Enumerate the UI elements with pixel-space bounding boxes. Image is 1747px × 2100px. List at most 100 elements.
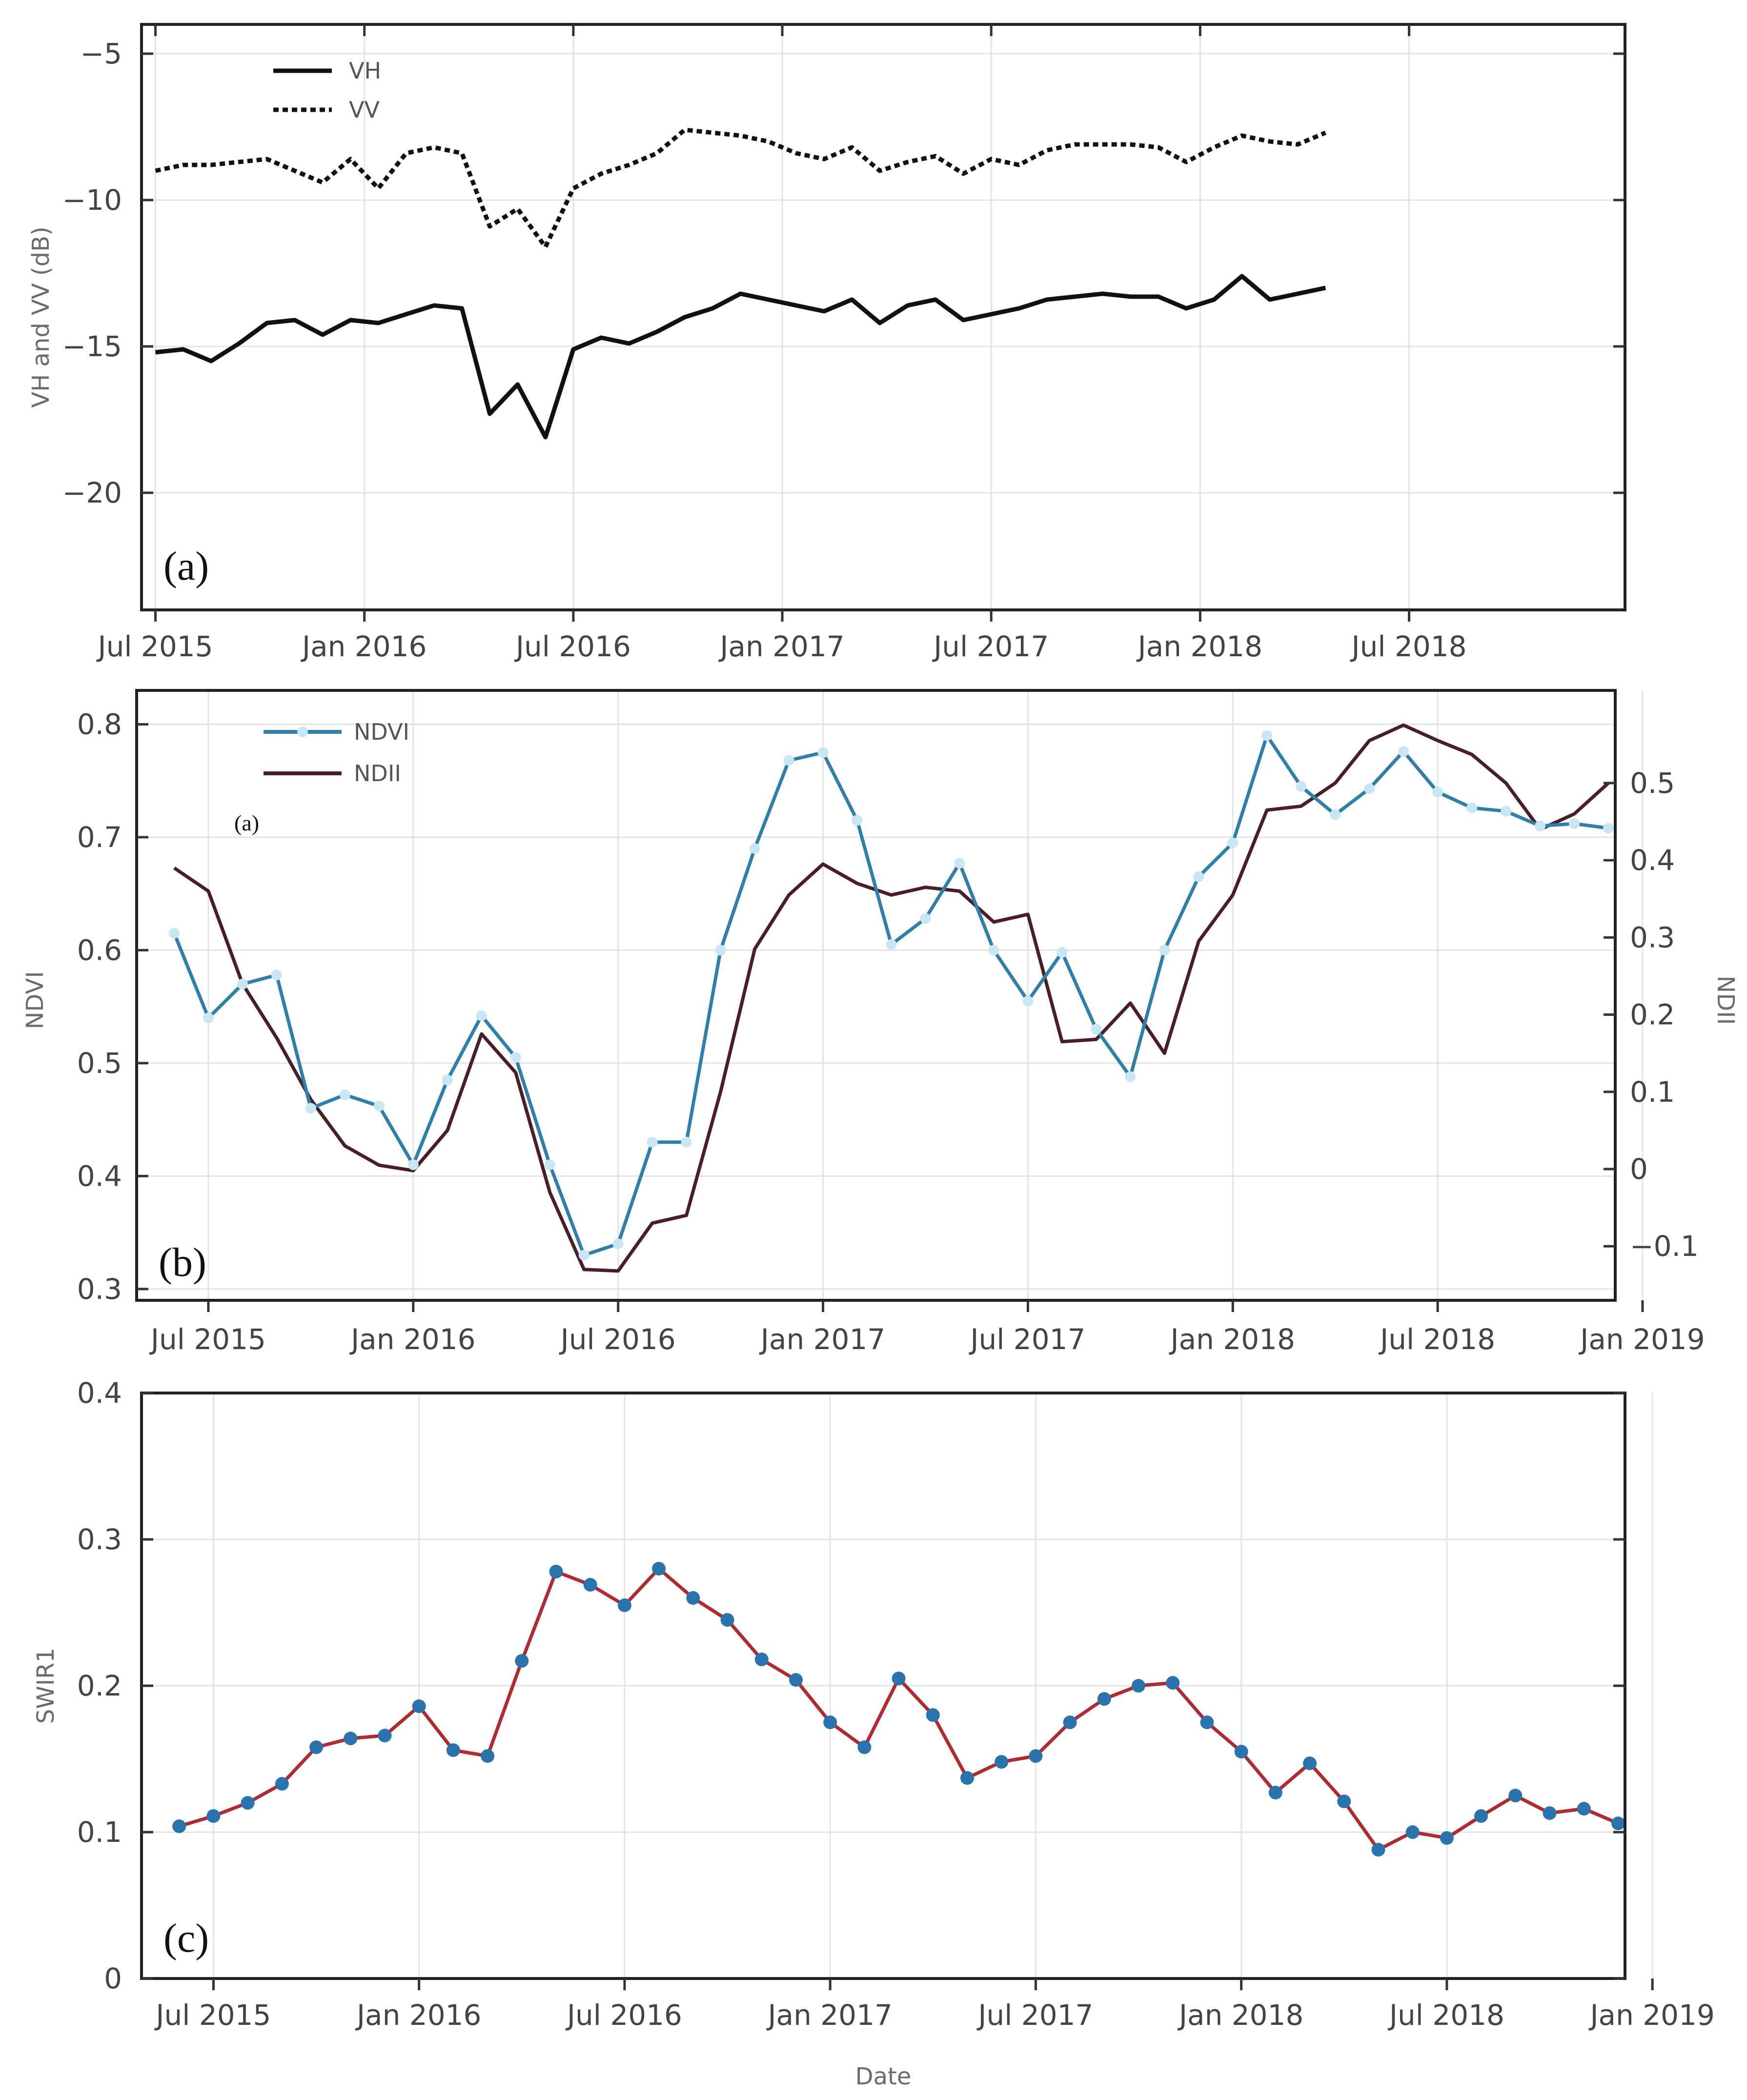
- ndvi-point: [169, 928, 180, 939]
- ndvi-point: [544, 1159, 555, 1171]
- panel-b-ytick-label: 0.7: [77, 821, 122, 854]
- panel-b-ytick-label: 0.6: [77, 933, 122, 967]
- panel-b-ticks: 0.3 0.4 0.5 0.6 0.7 0.8 −0.1 0 0.1 0.2 0.3 0.4 0.5 Ju…: [77, 707, 1705, 1356]
- panel-b-xtick-label: Jan 2016: [349, 1323, 475, 1356]
- series-ndvi-line: [172, 734, 1609, 1257]
- panel-b-y2tick-label: 0.3: [1630, 921, 1675, 954]
- swir1-point: [1303, 1757, 1317, 1770]
- swir1-point: [892, 1672, 906, 1685]
- panel-c-ytick-label: 0: [104, 1962, 122, 1995]
- panel-a-ylabel: VH and VV (dB): [27, 226, 55, 408]
- swir1-point: [1029, 1749, 1043, 1763]
- panel-b-ytick-label: 0.3: [77, 1272, 122, 1306]
- ndvi-point: [852, 815, 863, 826]
- swir1-point: [1063, 1716, 1077, 1729]
- panel-b-series: [169, 723, 1614, 1273]
- ndvi-point: [1535, 820, 1546, 831]
- panel-a-label: (a): [163, 544, 209, 589]
- panel-c-label: (c): [163, 1916, 209, 1961]
- ndvi-point: [339, 1089, 350, 1100]
- swir1-point: [481, 1749, 495, 1763]
- ndvi-point: [1569, 818, 1580, 829]
- ndvi-point: [681, 1136, 692, 1148]
- panel-a-xtick-label: Jan 2017: [718, 630, 844, 663]
- series-ndii-line: [173, 723, 1610, 1273]
- ndvi-point: [1364, 783, 1375, 794]
- panel-a-xtick-label: Jul 2016: [514, 630, 631, 663]
- panel-c-xtick-label: Jul 2017: [976, 1999, 1093, 2032]
- panel-b-legend: NDVI NDII: [264, 719, 409, 787]
- panel-a-legend: VH VV: [273, 58, 381, 123]
- panel-c: 0 0.1 0.2 0.3 0.4 Jul 2015 Jan 2016 Jul 2016 Jan…: [32, 1376, 1715, 2090]
- ndvi-point: [407, 1159, 419, 1171]
- panel-b-annotation: (a): [234, 810, 259, 835]
- panel-b-y2tick-label: 0.2: [1630, 998, 1675, 1031]
- swir1-point: [617, 1598, 631, 1612]
- ndvi-point: [1432, 787, 1443, 798]
- ndvi-point: [715, 945, 726, 956]
- ndvi-point: [373, 1100, 385, 1111]
- panel-c-ytick-label: 0.4: [77, 1376, 122, 1410]
- series-vv-line: [155, 127, 1327, 249]
- swir1-point: [995, 1755, 1009, 1769]
- panel-c-ytick-label: 0.1: [77, 1816, 122, 1849]
- ndvi-point: [1193, 871, 1204, 882]
- panel-b-ytick-label: 0.5: [77, 1047, 122, 1080]
- swir1-point: [1371, 1843, 1385, 1857]
- swir1-point: [344, 1732, 358, 1745]
- swir1-point: [1474, 1809, 1488, 1823]
- ndvi-point: [886, 939, 897, 950]
- swir1-point: [1543, 1806, 1557, 1820]
- panel-b-xtick-label: Jul 2016: [559, 1323, 676, 1356]
- swir1-point: [241, 1796, 255, 1810]
- swir1-point: [652, 1562, 666, 1575]
- panel-c-ylabel: SWIR1: [32, 1648, 60, 1724]
- ndvi-point: [1227, 837, 1239, 848]
- panel-a-xtick-label: Jul 2015: [97, 630, 213, 663]
- legend-ndvi-label: NDVI: [354, 719, 409, 745]
- panel-c-xtick-label: Jul 2016: [566, 1999, 682, 2032]
- ndvi-point: [1022, 995, 1034, 1007]
- panel-a-xtick-label: Jan 2016: [301, 630, 427, 663]
- panel-b-xtick-label: Jan 2017: [759, 1323, 885, 1356]
- series-swir1-line: [179, 1567, 1619, 1852]
- panel-a-grid: [142, 24, 1625, 610]
- panel-a-xtick-label: Jul 2018: [1350, 630, 1467, 663]
- panel-b-y2tick-label: 0.1: [1630, 1075, 1675, 1109]
- panel-c-ticks: 0 0.1 0.2 0.3 0.4 Jul 2015 Jan 2016 Jul 2016 Jan…: [77, 1376, 1715, 2032]
- swir1-point: [412, 1699, 426, 1713]
- swir1-point: [1405, 1825, 1420, 1839]
- panel-b-xtick-label: Jul 2017: [969, 1323, 1085, 1356]
- panel-b-y2tick-label: 0.4: [1630, 844, 1675, 877]
- ndvi-point: [476, 1010, 487, 1021]
- panel-c-xtick-label: Jul 2015: [154, 1999, 271, 2032]
- swir1-point: [1097, 1692, 1111, 1706]
- panel-c-grid: [142, 1392, 1653, 1979]
- swir1-point: [378, 1729, 392, 1742]
- ndvi-point: [954, 858, 965, 869]
- legend-vv-label: VV: [349, 97, 380, 123]
- ndvi-point: [1159, 945, 1170, 956]
- ndvi-point: [203, 1012, 214, 1024]
- panel-b-grid: [137, 690, 1644, 1300]
- panel-c-xtick-label: Jan 2016: [355, 1999, 481, 2032]
- swir1-point: [754, 1653, 769, 1666]
- panel-a-ytick-label: −10: [62, 183, 122, 217]
- ndvi-point: [1125, 1071, 1136, 1082]
- panel-b-y2tick-label: 0.5: [1630, 767, 1675, 800]
- panel-b-xtick-label: Jul 2018: [1379, 1323, 1495, 1356]
- ndvi-point: [1056, 947, 1068, 958]
- panel-a-xtick-label: Jul 2017: [932, 630, 1049, 663]
- swir1-point: [515, 1654, 529, 1668]
- ndvi-point: [817, 747, 829, 758]
- ndvi-point: [1603, 823, 1614, 834]
- swir1-point: [275, 1777, 289, 1791]
- legend-ndvi-marker: [297, 727, 308, 737]
- panel-b-xtick-label: Jan 2018: [1169, 1323, 1295, 1356]
- legend-vh-label: VH: [349, 58, 381, 84]
- panel-b-ytick-label: 0.4: [77, 1159, 122, 1192]
- swir1-point: [446, 1743, 460, 1757]
- swir1-point: [1508, 1789, 1523, 1802]
- ndvi-point: [237, 978, 248, 989]
- panel-b-xtick-label: Jan 2019: [1579, 1323, 1705, 1356]
